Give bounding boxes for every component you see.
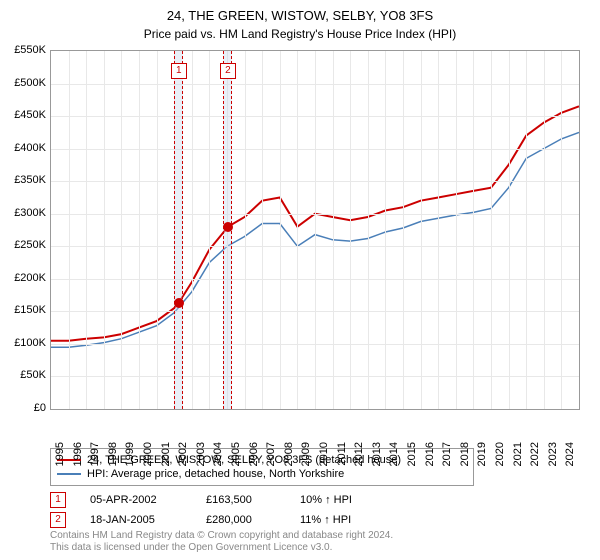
marker-flag: 2: [220, 63, 236, 79]
x-axis-label: 2000: [142, 442, 154, 466]
gridline-v: [280, 51, 281, 409]
y-axis-label: £0: [4, 402, 46, 414]
x-axis-label: 2019: [476, 442, 488, 466]
marker-flag: 1: [171, 63, 187, 79]
transaction-row: 1 05-APR-2002 £163,500 10% ↑ HPI: [50, 490, 352, 510]
gridline-v: [262, 51, 263, 409]
x-axis-label: 1997: [89, 442, 101, 466]
gridline-v: [157, 51, 158, 409]
x-axis-label: 2018: [459, 442, 471, 466]
price-point-dot: [223, 222, 233, 232]
y-axis-label: £300K: [4, 207, 46, 219]
transaction-date: 05-APR-2002: [90, 494, 182, 506]
x-axis-label: 1996: [72, 442, 84, 466]
transaction-date: 18-JAN-2005: [90, 514, 182, 526]
x-axis-label: 2012: [353, 442, 365, 466]
x-axis-label: 2013: [371, 442, 383, 466]
y-axis-label: £50K: [4, 369, 46, 381]
x-axis-label: 2006: [248, 442, 260, 466]
x-axis-label: 2022: [529, 442, 541, 466]
x-axis-label: 2003: [195, 442, 207, 466]
transaction-delta: 10% ↑ HPI: [300, 494, 352, 506]
gridline-v: [139, 51, 140, 409]
y-axis-label: £250K: [4, 239, 46, 251]
y-axis-label: £150K: [4, 304, 46, 316]
chart-container: 24, THE GREEN, WISTOW, SELBY, YO8 3FS Pr…: [0, 0, 600, 560]
x-axis-label: 1999: [124, 442, 136, 466]
gridline-v: [104, 51, 105, 409]
gridline-v: [69, 51, 70, 409]
y-axis-label: £200K: [4, 272, 46, 284]
transaction-row: 2 18-JAN-2005 £280,000 11% ↑ HPI: [50, 510, 352, 530]
transaction-table: 1 05-APR-2002 £163,500 10% ↑ HPI 2 18-JAN-200…: [50, 490, 352, 530]
gridline-v: [491, 51, 492, 409]
gridline-v: [192, 51, 193, 409]
gridline-v: [297, 51, 298, 409]
transaction-delta: 11% ↑ HPI: [300, 514, 351, 526]
legend-row: HPI: Average price, detached house, Nort…: [57, 467, 467, 481]
y-axis-label: £100K: [4, 337, 46, 349]
x-axis-label: 2023: [547, 442, 559, 466]
gridline-v: [526, 51, 527, 409]
gridline-v: [245, 51, 246, 409]
x-axis-label: 2014: [388, 442, 400, 466]
gridline-v: [456, 51, 457, 409]
transaction-price: £280,000: [206, 514, 276, 526]
gridline-v: [368, 51, 369, 409]
transaction-flag: 1: [50, 492, 66, 508]
y-axis-label: £450K: [4, 109, 46, 121]
gridline-v: [473, 51, 474, 409]
gridline-v: [421, 51, 422, 409]
chart-title: 24, THE GREEN, WISTOW, SELBY, YO8 3FS: [0, 0, 600, 25]
x-axis-label: 2017: [441, 442, 453, 466]
gridline-v: [385, 51, 386, 409]
gridline-v: [438, 51, 439, 409]
x-axis-label: 2011: [336, 442, 348, 466]
gridline-v: [333, 51, 334, 409]
x-axis-label: 2004: [212, 442, 224, 466]
legend-label: HPI: Average price, detached house, Nort…: [87, 468, 344, 480]
x-axis-label: 1998: [107, 442, 119, 466]
x-axis-label: 2015: [406, 442, 418, 466]
y-axis-label: £400K: [4, 142, 46, 154]
transaction-price: £163,500: [206, 494, 276, 506]
x-axis-label: 2020: [494, 442, 506, 466]
x-axis-label: 2007: [265, 442, 277, 466]
chart-subtitle: Price paid vs. HM Land Registry's House …: [0, 25, 600, 41]
x-axis-label: 2010: [318, 442, 330, 466]
gridline-v: [544, 51, 545, 409]
x-axis-label: 2016: [424, 442, 436, 466]
x-axis-label: 1995: [54, 442, 66, 466]
price-point-dot: [174, 298, 184, 308]
gridline-v: [86, 51, 87, 409]
footnote-line: Contains HM Land Registry data © Crown c…: [50, 530, 393, 542]
y-axis-label: £550K: [4, 44, 46, 56]
x-axis-label: 2008: [283, 442, 295, 466]
x-axis-label: 2009: [300, 442, 312, 466]
gridline-v: [121, 51, 122, 409]
gridline-v: [315, 51, 316, 409]
marker-band: [174, 51, 183, 409]
plot-area: 12: [50, 50, 580, 410]
y-axis-label: £350K: [4, 174, 46, 186]
x-axis-label: 2024: [564, 442, 576, 466]
gridline-v: [561, 51, 562, 409]
y-axis-label: £500K: [4, 77, 46, 89]
transaction-flag: 2: [50, 512, 66, 528]
gridline-v: [509, 51, 510, 409]
gridline-v: [350, 51, 351, 409]
x-axis-label: 2001: [160, 442, 172, 466]
x-axis-label: 2021: [512, 442, 524, 466]
footnote-line: This data is licensed under the Open Gov…: [50, 542, 393, 554]
gridline-v: [209, 51, 210, 409]
footnote: Contains HM Land Registry data © Crown c…: [50, 530, 393, 554]
legend-swatch: [57, 473, 81, 475]
x-axis-label: 2005: [230, 442, 242, 466]
gridline-v: [403, 51, 404, 409]
x-axis-label: 2002: [177, 442, 189, 466]
